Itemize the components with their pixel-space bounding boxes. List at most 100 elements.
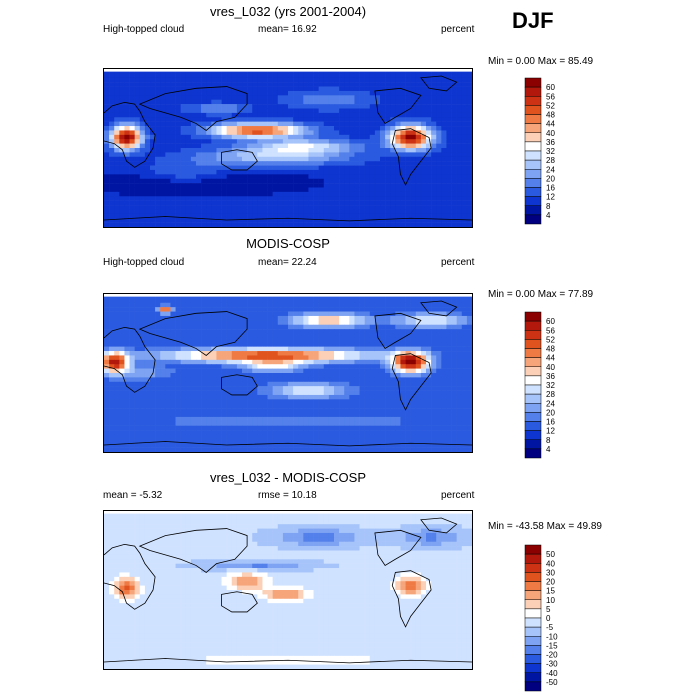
colorbar-bin	[524, 141, 542, 152]
map-cell	[226, 82, 233, 87]
map-cell	[226, 377, 233, 383]
map-cell	[247, 381, 253, 387]
map-cell	[288, 82, 294, 87]
map-cell	[426, 386, 432, 391]
map-cell	[216, 152, 222, 158]
map-cell	[160, 148, 166, 153]
map-cell	[252, 355, 258, 361]
map-cell	[277, 139, 284, 144]
map-cell	[155, 82, 161, 87]
map-cell	[405, 196, 411, 201]
map-cell	[385, 169, 391, 175]
map-cell	[119, 143, 125, 149]
map-cell	[426, 174, 432, 179]
map-cell	[185, 205, 192, 210]
map-cell	[349, 412, 355, 418]
map-cell	[303, 209, 309, 215]
map-cell	[231, 355, 238, 361]
map-cell	[339, 329, 345, 334]
map-cell	[369, 90, 376, 96]
map-cell	[114, 355, 120, 361]
map-cell	[451, 86, 457, 92]
map-cell	[405, 364, 411, 369]
map-cell	[339, 324, 345, 330]
map-cell	[461, 302, 468, 308]
map-cell	[160, 86, 166, 92]
map-cell	[144, 148, 151, 153]
map-cell	[349, 99, 355, 105]
map-cell	[369, 174, 376, 179]
map-cell	[216, 165, 222, 171]
map-cell	[420, 139, 427, 144]
map-cell	[390, 191, 396, 197]
map-cell	[293, 386, 299, 391]
map-cell	[160, 434, 166, 440]
map-cell	[262, 108, 268, 114]
map-cell	[196, 333, 202, 339]
map-cell	[308, 403, 314, 409]
map-cell	[277, 373, 284, 378]
map-cell	[165, 187, 171, 193]
map-cell	[293, 156, 299, 162]
map-field	[103, 293, 473, 453]
map-cell	[196, 174, 202, 179]
map-cell	[282, 416, 289, 422]
map-cell	[451, 183, 457, 188]
map-cell	[420, 346, 427, 352]
map-cell	[247, 412, 253, 418]
map-cell	[114, 329, 120, 334]
map-cell	[252, 139, 258, 144]
map-cell	[129, 320, 135, 325]
map-cell	[134, 112, 141, 118]
map-cell	[328, 324, 335, 330]
map-cell	[231, 77, 238, 83]
map-cell	[359, 307, 365, 312]
map-cell	[262, 377, 268, 383]
map-cell	[262, 412, 268, 418]
map-cell	[313, 421, 319, 426]
map-cell	[247, 329, 253, 334]
map-cell	[293, 302, 299, 308]
map-cell	[369, 311, 376, 317]
map-cell	[242, 82, 248, 87]
map-cell	[318, 73, 325, 79]
map-cell	[313, 209, 319, 215]
map-cell	[236, 86, 243, 92]
map-cell	[288, 403, 294, 409]
map-cell	[395, 373, 401, 378]
map-cell	[339, 183, 345, 188]
map-cell	[349, 381, 355, 387]
map-cell	[247, 377, 253, 383]
map-cell	[272, 95, 279, 100]
map-cell	[318, 381, 325, 387]
map-cell	[354, 394, 360, 400]
map-cell	[190, 403, 197, 409]
map-cell	[231, 161, 238, 166]
map-cell	[461, 196, 468, 201]
map-cell	[109, 434, 115, 440]
map-cell	[144, 430, 151, 435]
map-cell	[446, 364, 452, 369]
map-cell	[119, 315, 125, 321]
map-cell	[456, 205, 463, 210]
map-cell	[257, 126, 263, 131]
map-cell	[150, 187, 156, 193]
map-cell	[374, 213, 381, 219]
map-cell	[282, 364, 289, 369]
map-cell	[190, 408, 197, 413]
map-cell	[410, 337, 417, 343]
map-cell	[298, 421, 304, 426]
map-cell	[431, 412, 437, 418]
map-cell	[420, 403, 427, 409]
map-cell	[155, 425, 161, 431]
map-cell	[277, 337, 284, 343]
map-cell	[139, 434, 146, 440]
map-cell	[400, 82, 406, 87]
map-cell	[456, 77, 463, 83]
map-cell	[374, 126, 381, 131]
map-cell	[313, 152, 319, 158]
map-cell	[175, 112, 181, 118]
map-cell	[144, 156, 151, 162]
map-cell	[415, 90, 422, 96]
map-cell	[334, 346, 340, 352]
